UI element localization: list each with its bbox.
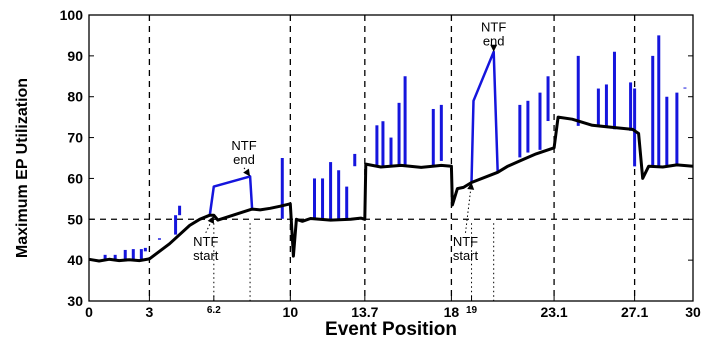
x-tick-label: 19 — [466, 305, 478, 316]
x-tick-label: 23.1 — [540, 304, 567, 320]
series-line-3 — [88, 115, 694, 263]
x-tick-label: 10 — [283, 304, 299, 320]
annotation-text: start — [193, 248, 219, 263]
series-line-2 — [470, 50, 499, 183]
y-tick-label: 50 — [67, 211, 83, 227]
annotation-text: NTF — [193, 234, 218, 249]
annotation-text: end — [483, 33, 505, 48]
data-series — [88, 35, 694, 263]
annotation-text: NTF — [453, 234, 478, 249]
annotation-leader — [205, 215, 215, 234]
annotation-text: end — [233, 152, 255, 167]
annotation-text: NTF — [231, 138, 256, 153]
axis-ticks: 30 40 50 60 70 80 90 100 0 3 6.2 10 13.7 18 19 23.1 27.1… — [60, 7, 701, 320]
series-line-1 — [208, 175, 254, 216]
annotation-leader — [464, 182, 473, 233]
y-tick-label: 40 — [67, 252, 83, 268]
x-tick-label: 27.1 — [621, 304, 648, 320]
annotation-arrowhead — [207, 216, 214, 224]
y-tick-label: 100 — [60, 7, 84, 23]
y-tick-label: 70 — [67, 130, 83, 146]
x-axis-title: Event Position — [325, 319, 457, 340]
annotation-arrowhead — [467, 182, 475, 190]
annotation-arrowhead — [490, 44, 498, 52]
y-tick-label: 60 — [67, 170, 83, 186]
spike-series — [103, 35, 687, 261]
y-axis-title: Maximum EP Utilization — [14, 78, 31, 258]
annotation-text: start — [453, 248, 479, 263]
x-tick-label: 18 — [444, 304, 460, 320]
x-tick-label: 3 — [146, 304, 154, 320]
x-tick-label: 6.2 — [207, 305, 221, 316]
x-tick-label: 30 — [685, 304, 701, 320]
y-tick-label: 80 — [67, 89, 83, 105]
plot-frame — [88, 14, 694, 302]
y-tick-label: 30 — [67, 293, 83, 309]
annotation-arrowhead — [243, 168, 251, 177]
y-tick-label: 90 — [67, 48, 83, 64]
annotation-text: NTF — [481, 19, 506, 34]
x-tick-label: 13.7 — [351, 304, 378, 320]
x-tick-label: 0 — [85, 304, 93, 320]
